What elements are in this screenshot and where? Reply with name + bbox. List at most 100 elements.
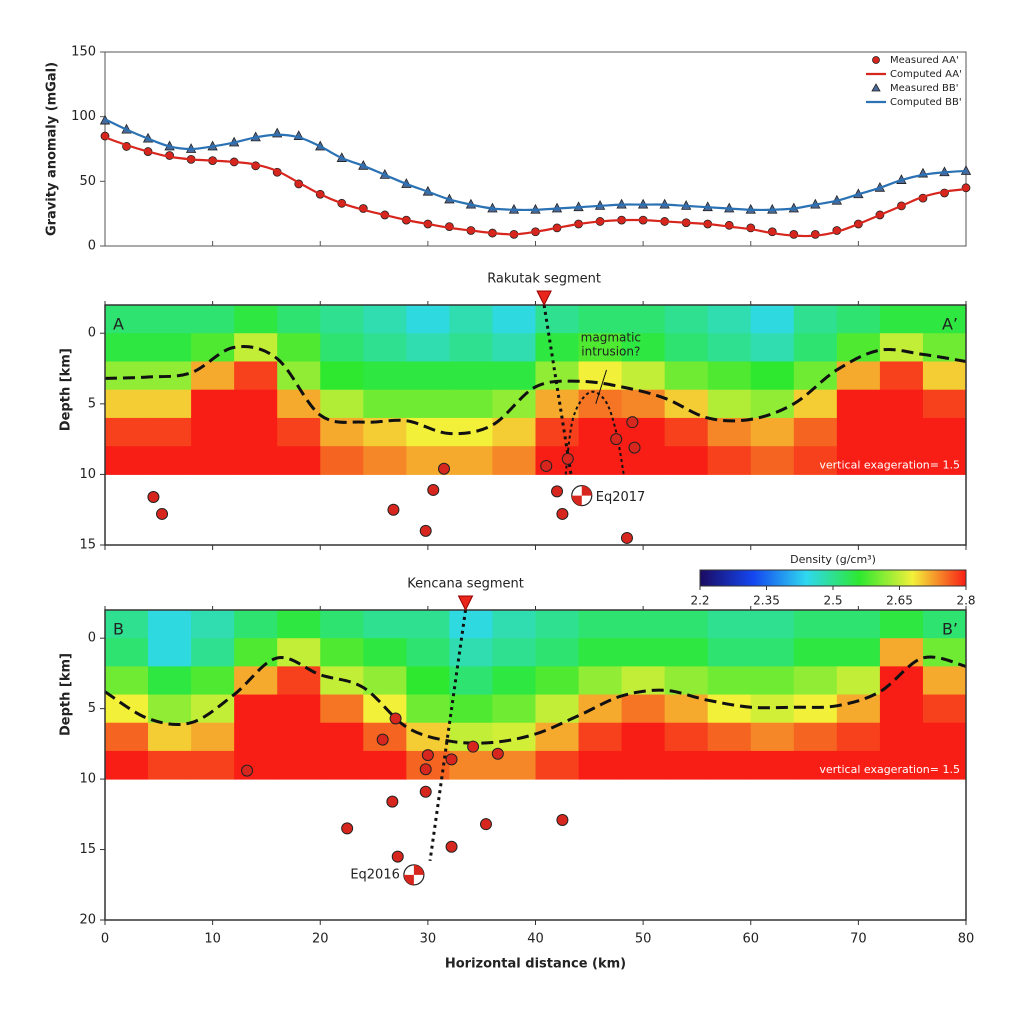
density-cell <box>578 666 623 696</box>
density-cell <box>707 446 752 475</box>
density-cell <box>492 666 536 696</box>
legend-marker <box>871 83 881 92</box>
density-cell <box>578 638 623 667</box>
density-cell <box>449 610 493 639</box>
density-cell <box>320 446 364 475</box>
density-cell <box>191 722 235 752</box>
density-cell <box>535 333 580 362</box>
density-cell <box>750 305 795 334</box>
density-cell <box>621 361 666 391</box>
earthquake <box>561 452 574 465</box>
density-cell <box>535 638 580 667</box>
earthquake <box>620 531 633 544</box>
density-cell <box>148 666 192 696</box>
earthquake <box>438 462 451 475</box>
section-label: A’ <box>942 315 958 334</box>
density-cell <box>191 361 235 391</box>
density-cell <box>879 446 924 475</box>
colorbar-tick-label: 2.8 <box>956 594 975 608</box>
section-label: A <box>113 315 124 334</box>
legend-label: Computed BB' <box>890 97 962 108</box>
density-cell <box>406 666 450 696</box>
density-cell <box>320 694 364 724</box>
x-tick-label: 20 <box>312 932 329 947</box>
y-tick-label: 10 <box>79 772 96 787</box>
density-cell <box>922 750 967 780</box>
x-tick-label: 60 <box>742 932 759 947</box>
density-cell <box>449 389 493 419</box>
earthquake <box>467 740 480 753</box>
density-cell <box>578 750 623 780</box>
density-cell <box>664 446 709 475</box>
density-cell <box>492 694 536 724</box>
density-cell <box>535 417 580 447</box>
density-cell <box>621 722 666 752</box>
density-cell <box>105 638 149 667</box>
density-cell <box>836 305 881 334</box>
y-tick-label: 10 <box>79 467 96 482</box>
y-tick-label: 0 <box>88 631 96 646</box>
density-cell <box>750 666 795 696</box>
y-tick-label: 100 <box>71 109 96 124</box>
density-cell <box>363 666 407 696</box>
earthquake <box>376 733 389 746</box>
density-cell <box>836 638 881 667</box>
density-cell <box>707 361 752 391</box>
legend-label: Computed AA' <box>890 69 962 80</box>
density-cell <box>406 305 450 334</box>
density-cell <box>922 446 967 475</box>
focal-mechanism <box>571 484 593 507</box>
density-cell <box>492 610 536 639</box>
data-line <box>104 136 967 238</box>
density-cell <box>492 333 536 362</box>
density-cell <box>879 666 924 696</box>
density-cell <box>320 333 364 362</box>
density-cell <box>664 389 709 419</box>
y-axis-label: Depth [km] <box>59 653 74 736</box>
density-cell <box>793 446 838 475</box>
density-cell <box>148 638 192 667</box>
density-cell <box>148 722 192 752</box>
density-cell <box>879 722 924 752</box>
earthquake <box>445 753 458 766</box>
density-cell <box>105 333 149 362</box>
density-cell <box>363 333 407 362</box>
density-cell <box>148 417 192 447</box>
density-cell <box>105 305 149 334</box>
density-cell <box>363 638 407 667</box>
density-cell <box>406 610 450 639</box>
density-cell <box>750 610 795 639</box>
y-tick-label: 0 <box>88 326 96 341</box>
density-cell <box>191 750 235 780</box>
density-cell <box>793 305 838 334</box>
density-cell <box>234 305 278 334</box>
density-cell <box>922 694 967 724</box>
y-tick-label: 20 <box>79 913 96 928</box>
density-cell <box>234 389 278 419</box>
density-cell <box>449 750 493 780</box>
density-cell <box>793 417 838 447</box>
density-cell <box>578 333 623 362</box>
earthquake <box>610 433 623 446</box>
earthquake <box>556 813 569 826</box>
density-cell <box>922 666 967 696</box>
density-cell <box>191 305 235 334</box>
earthquake <box>445 840 458 853</box>
density-cell <box>836 694 881 724</box>
x-tick-label: 80 <box>958 932 975 947</box>
density-cell <box>234 446 278 475</box>
density-cell <box>105 694 149 724</box>
density-cell <box>406 638 450 667</box>
density-cell <box>750 389 795 419</box>
density-cell <box>320 722 364 752</box>
x-tick-label: 50 <box>635 932 652 947</box>
density-cell <box>793 750 838 780</box>
y-tick-label: 15 <box>79 538 96 553</box>
density-cell <box>621 610 666 639</box>
density-cell <box>707 610 752 639</box>
density-cell <box>578 446 623 475</box>
density-cell <box>836 750 881 780</box>
density-cell <box>750 722 795 752</box>
density-cell <box>277 333 321 362</box>
density-cell <box>879 361 924 391</box>
